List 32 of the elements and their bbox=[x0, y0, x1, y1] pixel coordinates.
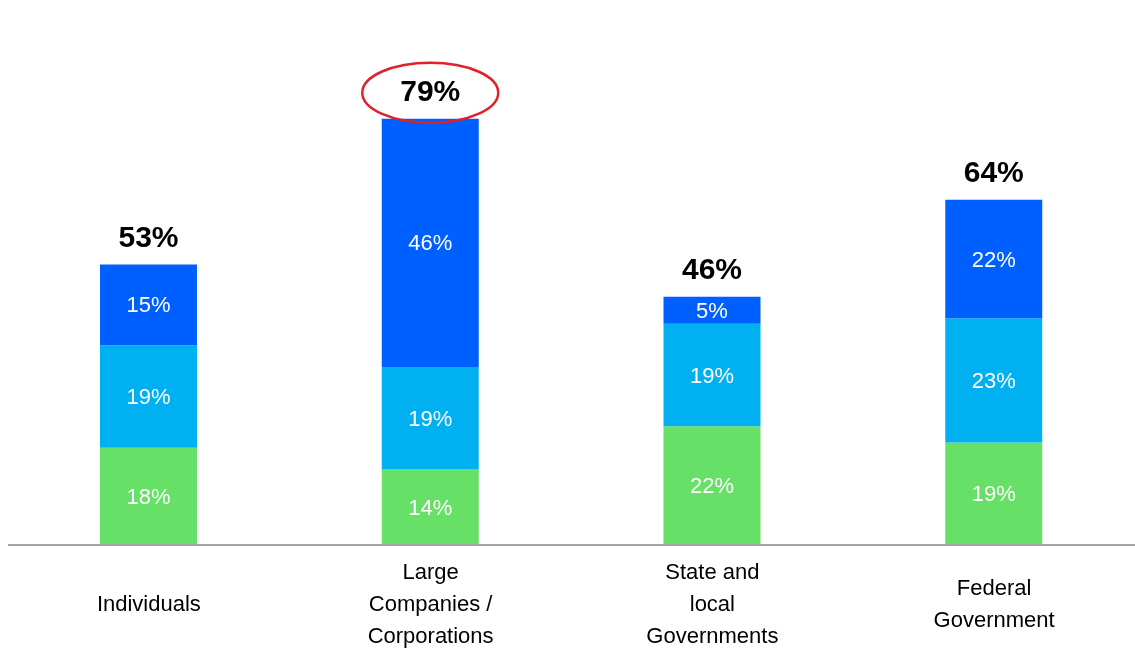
x-tick-label: Individuals bbox=[96, 591, 201, 616]
data-label: 5% bbox=[696, 297, 728, 323]
data-label: 14% bbox=[408, 494, 453, 520]
data-label: 18% bbox=[126, 483, 171, 509]
bar bbox=[381, 118, 479, 367]
bar bbox=[663, 323, 761, 427]
data-label: 46% bbox=[408, 230, 453, 256]
bar bbox=[945, 318, 1043, 443]
total-label: 53% bbox=[118, 219, 179, 253]
bar bbox=[945, 442, 1043, 545]
bar bbox=[100, 345, 197, 448]
bar bbox=[381, 366, 479, 470]
data-label: 19% bbox=[408, 405, 453, 431]
total-label: 79% bbox=[400, 74, 461, 108]
data-label: 15% bbox=[126, 292, 171, 318]
data-label: 19% bbox=[971, 481, 1016, 507]
data-label: 22% bbox=[971, 246, 1016, 272]
bar bbox=[663, 426, 761, 545]
x-tick-label: State and local Governments bbox=[646, 559, 779, 648]
x-tick-label: Federal Government bbox=[933, 575, 1055, 632]
bar bbox=[381, 469, 479, 545]
total-label: 64% bbox=[963, 155, 1024, 189]
data-label: 19% bbox=[689, 362, 735, 388]
data-label: 19% bbox=[126, 384, 171, 410]
data-label: 23% bbox=[971, 367, 1016, 393]
total-label: 46% bbox=[681, 252, 743, 286]
bar bbox=[100, 447, 197, 545]
data-label: 22% bbox=[689, 473, 735, 499]
bar bbox=[100, 264, 197, 346]
bar bbox=[663, 296, 761, 324]
bar bbox=[945, 199, 1043, 319]
x-tick-label: Large Companies / Corporations bbox=[367, 559, 494, 648]
